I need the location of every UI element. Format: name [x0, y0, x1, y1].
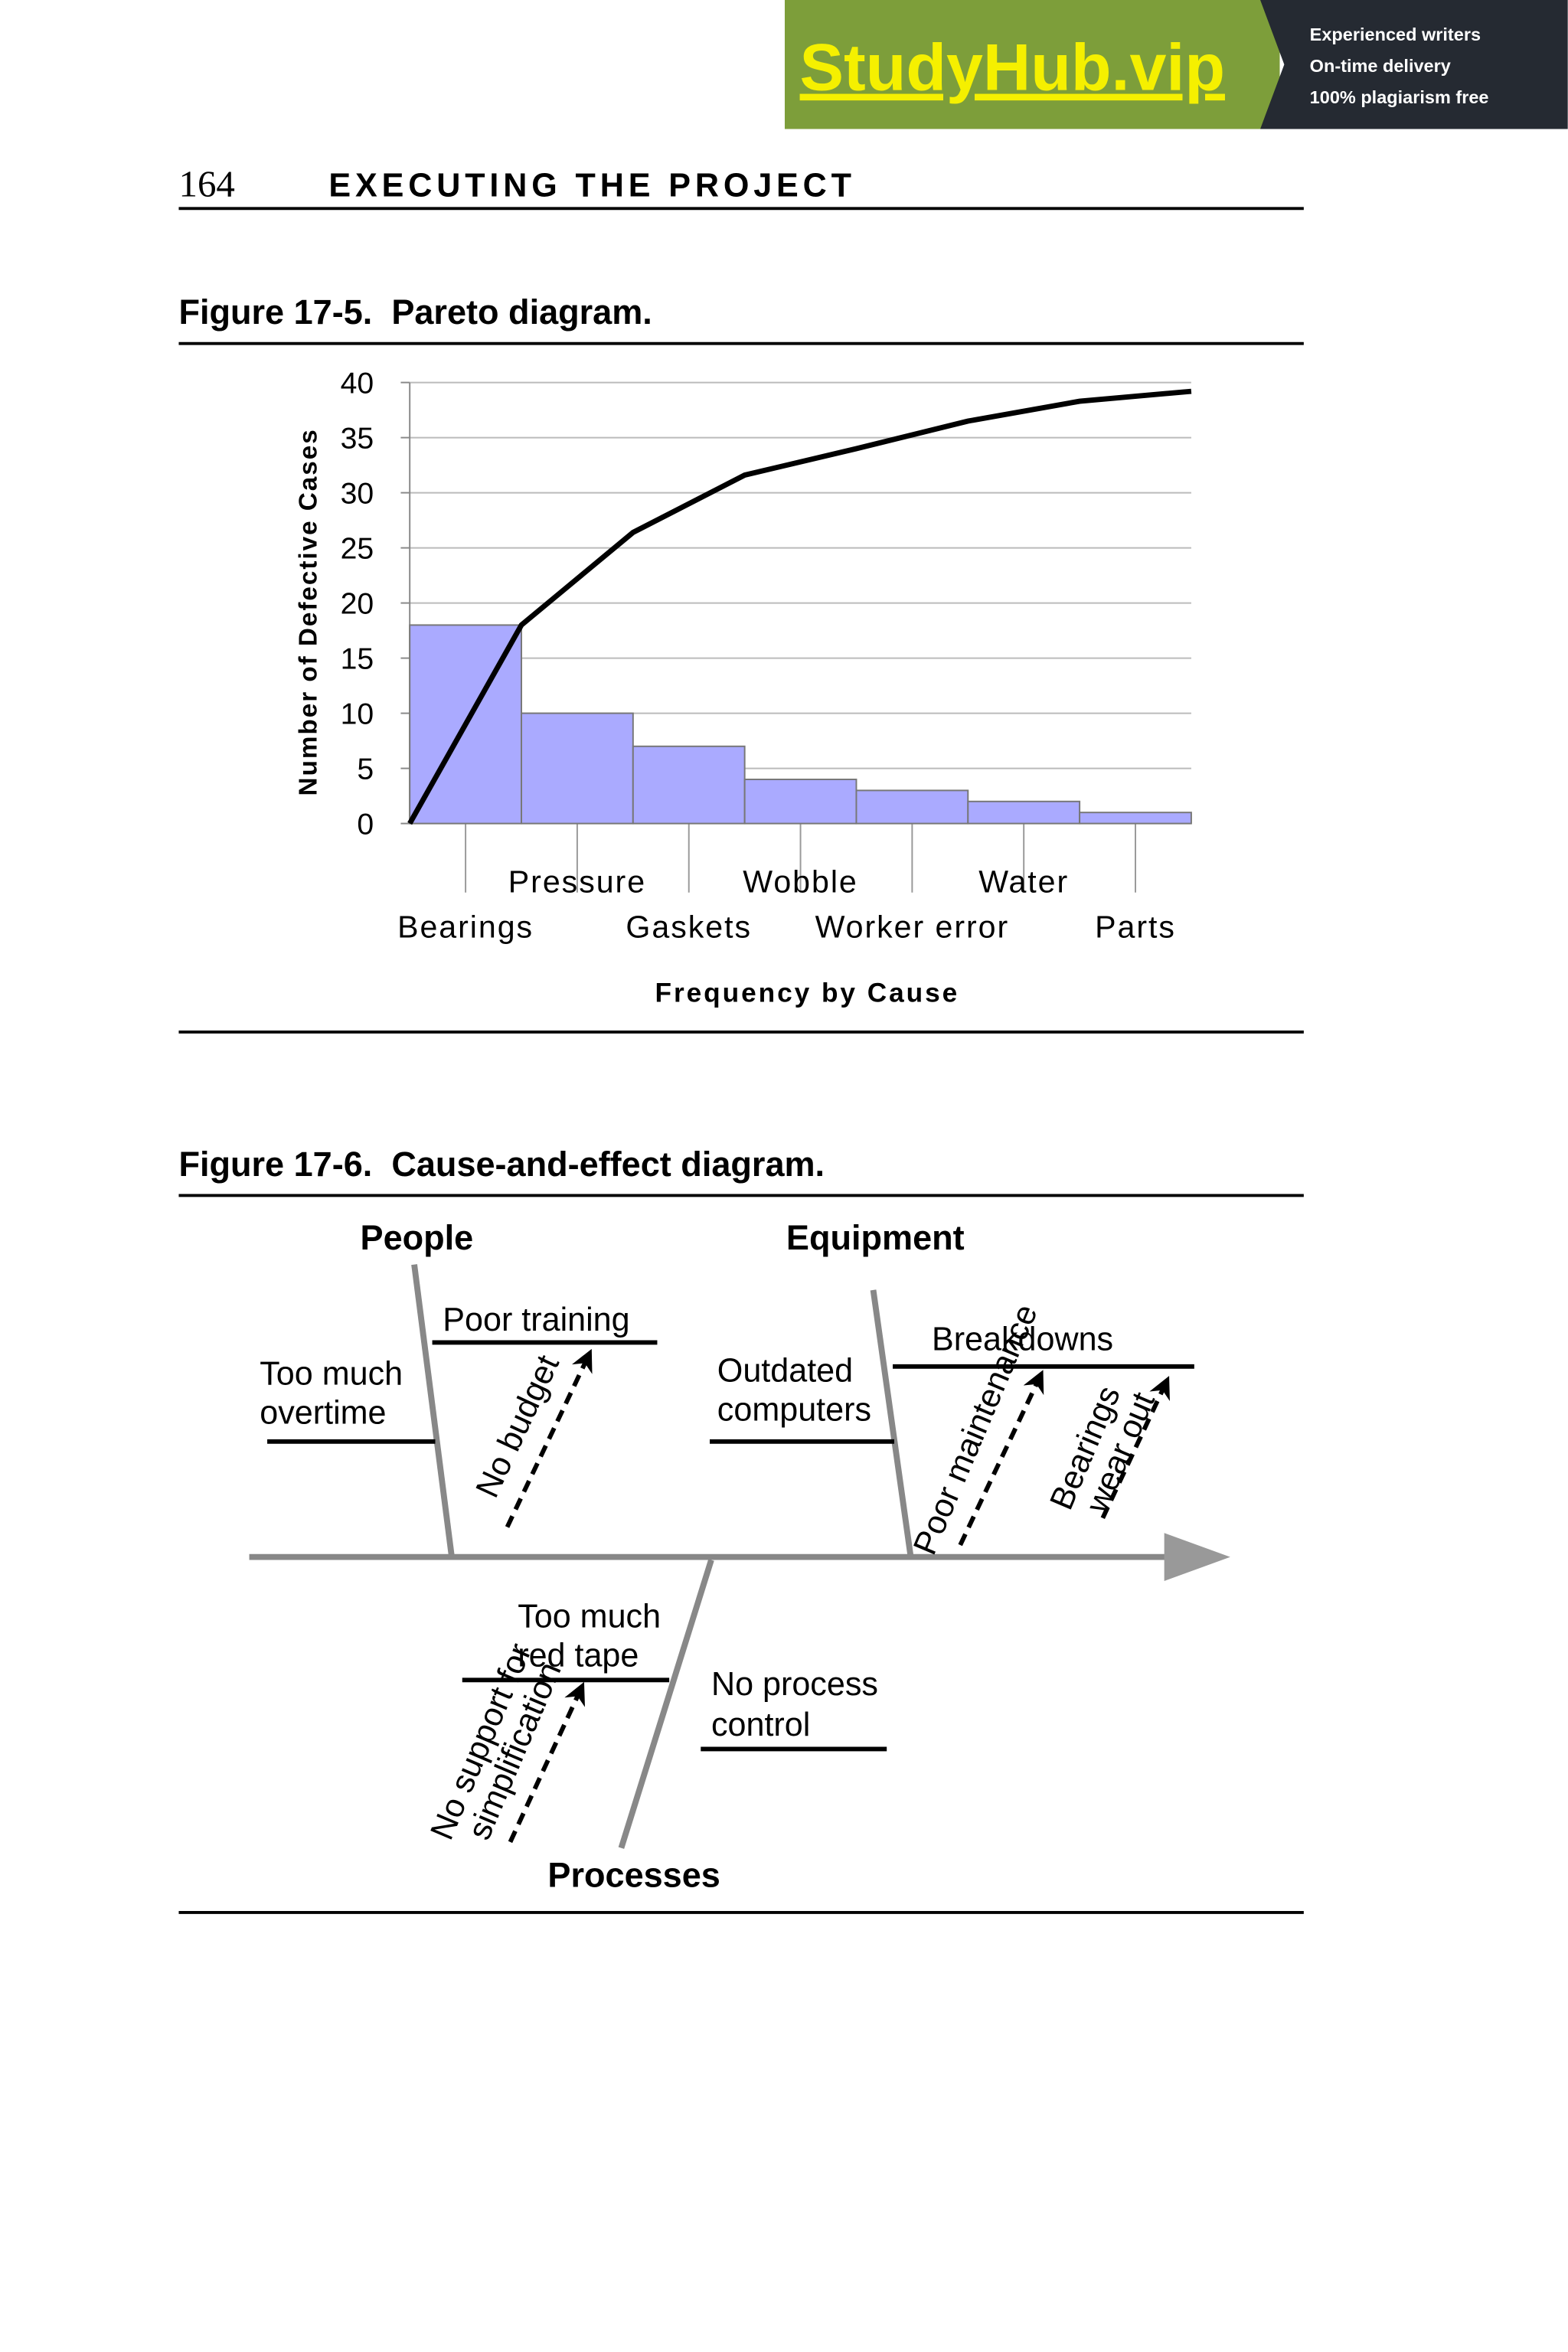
bar — [632, 745, 746, 825]
bar — [967, 800, 1081, 825]
running-title: EXECUTING THE PROJECT — [328, 168, 856, 204]
y-tick-label: 15 — [341, 642, 374, 675]
category-label: Processes — [547, 1856, 720, 1895]
subcause-arrow — [958, 1370, 1044, 1547]
x-tick-label: Wobble — [743, 864, 858, 900]
y-tick-label: 40 — [341, 367, 374, 400]
subcause-arrow — [508, 1681, 585, 1844]
x-tick-label: Worker error — [815, 909, 1010, 944]
bone — [411, 1264, 455, 1558]
bar — [521, 712, 634, 825]
banner-brand-bg[interactable] — [784, 0, 1280, 129]
y-tick-label: 0 — [357, 808, 374, 841]
x-axis-label: Frequency by Cause — [655, 978, 960, 1008]
cumulative-line — [407, 388, 1192, 825]
bone — [870, 1289, 914, 1558]
cause-label: No process — [711, 1666, 878, 1703]
y-tick-label: 25 — [341, 532, 374, 565]
subcause-arrow — [1100, 1376, 1170, 1519]
figure-caption: Figure 17-5. Pareto diagram. — [178, 292, 652, 332]
cause-label: Outdated — [717, 1352, 853, 1389]
banner-feature: Experienced writers — [1310, 24, 1481, 44]
banner-brand[interactable]: StudyHub.vip — [800, 31, 1225, 105]
banner-feature: On-time delivery — [1310, 56, 1451, 76]
y-tick-label: 35 — [341, 422, 374, 455]
y-tick-label: 30 — [341, 477, 374, 510]
bone — [618, 1559, 714, 1849]
cause-label: Breakdowns — [932, 1321, 1113, 1357]
figure-caption: Figure 17-6. Cause-and-effect diagram. — [178, 1145, 825, 1184]
bar — [743, 779, 858, 825]
page-number: 164 — [178, 163, 234, 205]
cause-label: Too much — [518, 1599, 661, 1635]
bar — [1079, 812, 1192, 825]
x-tick-label: Pressure — [508, 864, 646, 900]
subcause-arrow — [505, 1348, 593, 1528]
banner-features-bg — [1260, 0, 1568, 129]
cause-label: Too much — [260, 1355, 403, 1392]
cause-label: overtime — [260, 1394, 386, 1431]
y-tick-label: 20 — [341, 587, 374, 620]
pareto-chart: Number of Defective Cases Frequency by C… — [295, 367, 1192, 1008]
x-tick-label: Bearings — [397, 909, 534, 944]
banner-feature: 100% plagiarism free — [1310, 87, 1489, 107]
category-label: Equipment — [786, 1218, 965, 1257]
fishbone: People Equipment Processes Too much over… — [249, 1218, 1230, 1895]
y-tick-label: 10 — [341, 697, 374, 730]
y-axis-label: Number of Defective Cases — [295, 428, 323, 795]
x-tick-label: Gaskets — [626, 909, 752, 944]
x-tick-label: Parts — [1095, 909, 1176, 944]
cause-label: Poor training — [443, 1302, 629, 1338]
bar — [855, 789, 969, 825]
y-tick-label: 5 — [357, 753, 374, 786]
cause-label: red tape — [518, 1638, 639, 1674]
category-label: People — [361, 1218, 474, 1257]
spine-arrow — [1164, 1533, 1230, 1581]
cause-label: control — [711, 1707, 810, 1743]
cause-label: computers — [717, 1391, 871, 1428]
x-tick-label: Water — [978, 864, 1069, 900]
